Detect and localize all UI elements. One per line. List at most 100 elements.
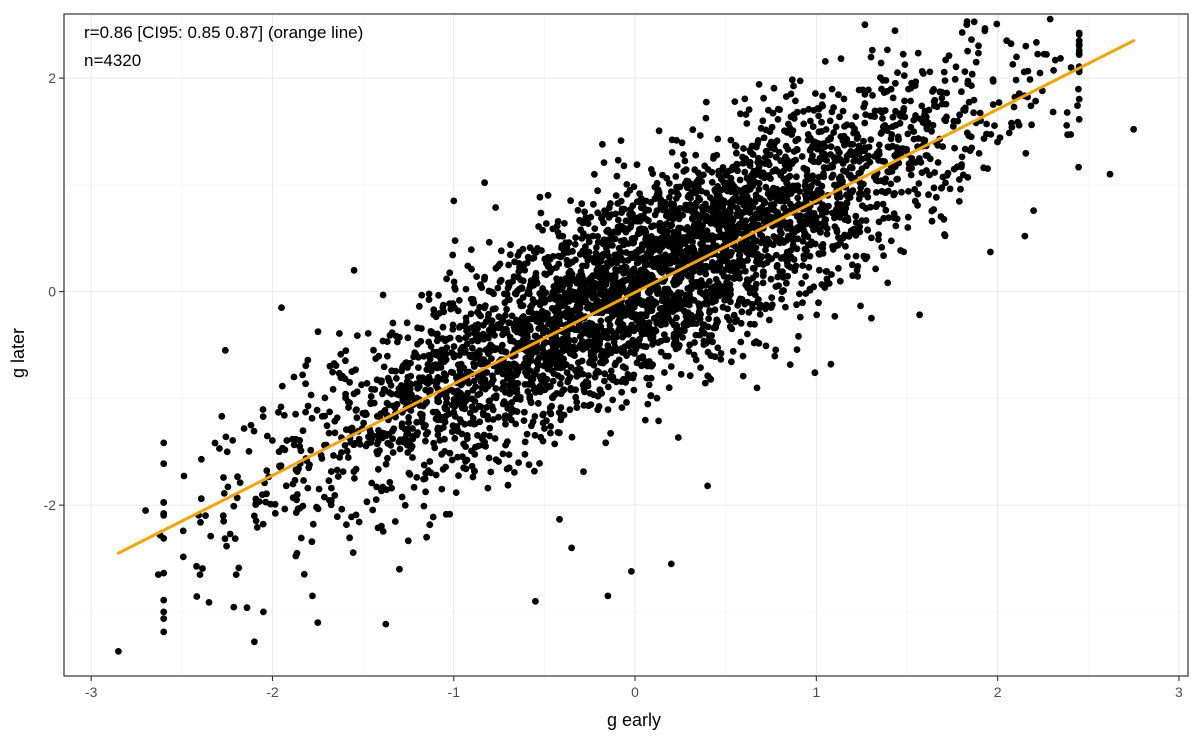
- data-point: [709, 264, 717, 272]
- data-point: [342, 357, 349, 365]
- data-point: [558, 252, 565, 260]
- data-point: [914, 49, 922, 57]
- data-point: [674, 191, 682, 199]
- data-point: [654, 339, 662, 346]
- data-point: [556, 515, 563, 523]
- data-point: [497, 276, 505, 284]
- data-point: [792, 262, 800, 270]
- data-point: [339, 468, 347, 475]
- data-point: [903, 145, 910, 153]
- data-point: [609, 396, 617, 404]
- data-point: [980, 164, 987, 172]
- data-point: [660, 225, 668, 233]
- data-point: [745, 309, 753, 316]
- data-point: [837, 55, 845, 63]
- data-point: [569, 247, 576, 255]
- data-point: [878, 85, 885, 93]
- data-point: [675, 210, 683, 218]
- data-point: [446, 449, 454, 457]
- data-point: [800, 108, 807, 115]
- data-point: [384, 439, 392, 447]
- data-point: [885, 214, 892, 222]
- grid: [64, 14, 1188, 676]
- data-point: [884, 46, 891, 54]
- data-point: [258, 491, 266, 499]
- data-point: [930, 184, 938, 192]
- data-point: [646, 245, 653, 253]
- data-point: [528, 309, 536, 316]
- data-point: [805, 263, 813, 271]
- data-point: [368, 479, 376, 487]
- data-point: [925, 191, 932, 199]
- data-point: [712, 289, 720, 296]
- data-point: [414, 340, 421, 348]
- data-point: [675, 215, 683, 223]
- data-point: [846, 194, 854, 201]
- data-point: [559, 295, 567, 303]
- data-point: [972, 58, 980, 66]
- data-point: [474, 337, 482, 345]
- data-point: [687, 296, 695, 304]
- data-point: [293, 496, 300, 504]
- data-point: [918, 102, 926, 110]
- data-point: [928, 207, 936, 215]
- data-point: [685, 348, 693, 355]
- data-point: [765, 172, 773, 179]
- data-point: [762, 342, 770, 350]
- data-point: [540, 362, 548, 370]
- data-point: [396, 445, 404, 453]
- x-tick-label: 1: [812, 684, 820, 700]
- data-point: [1014, 118, 1022, 126]
- data-point: [697, 240, 704, 248]
- data-point: [970, 96, 978, 104]
- data-point: [464, 378, 472, 385]
- data-point: [995, 99, 1003, 106]
- data-point: [521, 337, 528, 345]
- data-point: [655, 189, 663, 196]
- data-point: [783, 279, 790, 287]
- data-point: [630, 386, 638, 394]
- data-point: [975, 42, 982, 50]
- data-point: [692, 151, 700, 159]
- data-point: [848, 261, 856, 269]
- data-point: [916, 311, 923, 319]
- data-point: [314, 619, 322, 626]
- data-point: [773, 251, 780, 259]
- data-point: [1015, 90, 1023, 97]
- data-point: [521, 408, 528, 416]
- data-point: [717, 356, 725, 363]
- data-point: [931, 169, 939, 176]
- data-point: [199, 565, 206, 572]
- data-point: [565, 239, 573, 247]
- data-point: [506, 251, 514, 259]
- data-point: [302, 380, 309, 388]
- data-point: [202, 512, 209, 519]
- data-point: [926, 68, 934, 76]
- data-point: [384, 454, 391, 462]
- data-point: [772, 213, 779, 221]
- data-point: [871, 173, 878, 181]
- data-point: [968, 36, 975, 43]
- data-point: [422, 422, 429, 429]
- data-point: [179, 553, 187, 561]
- data-point: [502, 388, 509, 396]
- data-point: [1032, 97, 1039, 105]
- x-tick-label: 3: [1175, 684, 1183, 700]
- data-point: [494, 362, 502, 370]
- data-point: [504, 284, 512, 292]
- data-point: [477, 282, 485, 290]
- data-point: [542, 380, 549, 388]
- data-point: [545, 352, 552, 360]
- data-point: [554, 372, 562, 379]
- data-point: [565, 269, 573, 277]
- data-point: [993, 20, 1001, 28]
- data-point: [796, 188, 803, 195]
- data-point: [828, 271, 835, 278]
- data-point: [449, 251, 457, 259]
- data-point: [721, 296, 729, 304]
- data-point: [427, 469, 435, 477]
- data-point: [423, 533, 430, 541]
- data-point: [670, 248, 678, 256]
- data-point: [877, 59, 885, 67]
- data-point: [726, 316, 733, 324]
